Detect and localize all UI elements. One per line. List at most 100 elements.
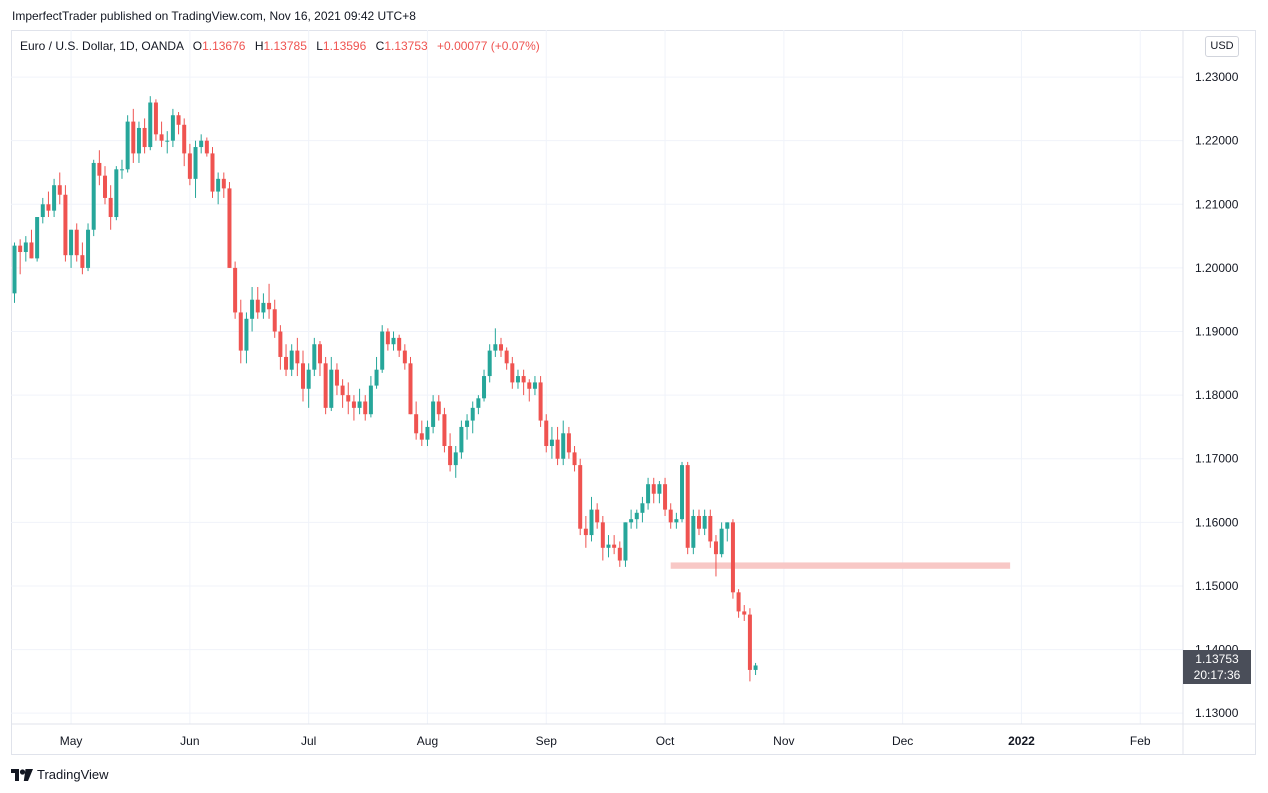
candle [165, 131, 170, 154]
candle-body [634, 512, 639, 520]
price-tick-label: 1.19000 [1195, 325, 1239, 339]
candle [159, 121, 164, 148]
low-label: L [316, 39, 323, 53]
last-price-tag: 1.13753 20:17:36 [1183, 650, 1251, 684]
candle-body [187, 153, 192, 179]
candle-body [46, 204, 51, 211]
published-line: ImperfectTrader published on TradingView… [12, 9, 416, 23]
candle-body [357, 401, 362, 408]
candle [63, 185, 68, 262]
last-price-value: 1.13753 [1195, 652, 1239, 666]
candle [510, 356, 515, 389]
candle [617, 541, 622, 567]
candle-body [380, 331, 385, 370]
candle [589, 496, 594, 542]
candle [623, 522, 628, 567]
candle [136, 121, 141, 163]
currency-button[interactable]: USD [1205, 36, 1239, 57]
candle [351, 395, 356, 421]
candle [97, 150, 102, 186]
candle-body [210, 153, 215, 192]
candle [459, 420, 464, 459]
symbol-legend: Euro / U.S. Dollar, 1D, OANDA O1.13676 H… [20, 39, 540, 53]
candle [69, 229, 74, 268]
candle [261, 293, 266, 319]
candle-body [238, 312, 243, 351]
candle-body [436, 401, 441, 415]
candle-body [86, 229, 91, 268]
candle-body [69, 229, 74, 256]
candle [323, 356, 328, 415]
candle-body [52, 185, 57, 211]
candle [606, 535, 611, 558]
candle [578, 458, 583, 536]
candle [176, 112, 181, 135]
price-tick-label: 1.22000 [1195, 134, 1239, 148]
candle-body [651, 484, 656, 494]
candle-body [419, 433, 424, 440]
footer-brand[interactable]: TradingView [11, 767, 109, 782]
candle [532, 376, 537, 396]
candle [216, 172, 221, 205]
candle-body [408, 363, 413, 415]
candle [708, 509, 713, 548]
change-value: +0.00077 (+0.07%) [437, 39, 540, 53]
candle-body [521, 376, 526, 383]
candle-body [272, 309, 277, 332]
candle-body [170, 115, 175, 141]
candle-body [753, 665, 758, 670]
candle [663, 477, 668, 516]
candle [691, 509, 696, 555]
candle [125, 115, 130, 173]
candle-body [165, 140, 170, 142]
candle [742, 605, 747, 621]
candle [730, 519, 735, 599]
candle-body [391, 337, 396, 345]
candle [680, 461, 685, 523]
candle-body [35, 217, 40, 259]
candle-body [346, 395, 351, 402]
candle-body [470, 407, 475, 421]
candle-body [549, 439, 554, 447]
price-tick-label: 1.23000 [1195, 70, 1239, 84]
candle [470, 401, 475, 434]
candle [408, 356, 413, 415]
candles-layer [12, 96, 758, 682]
candle-body [323, 363, 328, 408]
candle [482, 369, 487, 402]
candle [668, 503, 673, 529]
candle-body [18, 245, 23, 253]
candle-body [40, 204, 45, 218]
open-label: O [192, 39, 203, 53]
candle [640, 496, 645, 523]
candle [244, 312, 249, 364]
candle-body [233, 267, 238, 313]
candle-body [74, 229, 79, 256]
candle [221, 172, 226, 198]
candle-body [691, 515, 696, 548]
price-tick-label: 1.17000 [1195, 452, 1239, 466]
candle-body [578, 465, 583, 529]
candle-body [504, 350, 509, 364]
candle-body [136, 127, 141, 154]
candle [380, 325, 385, 373]
candle-body [148, 102, 153, 148]
candle-body [176, 115, 181, 125]
candle [453, 446, 458, 478]
candle [255, 286, 260, 319]
open-value: 1.13676 [202, 39, 246, 53]
candle-body [414, 414, 419, 434]
candle [487, 344, 492, 383]
candle [40, 197, 45, 224]
candle-body [629, 519, 634, 523]
candle-body [199, 140, 204, 148]
candle [600, 515, 605, 561]
candle [425, 420, 430, 447]
candle-body [566, 433, 571, 453]
high-label: H [254, 39, 264, 53]
candle [153, 99, 158, 141]
candle-body [57, 185, 62, 195]
candle [702, 509, 707, 536]
candle-body [374, 369, 379, 386]
